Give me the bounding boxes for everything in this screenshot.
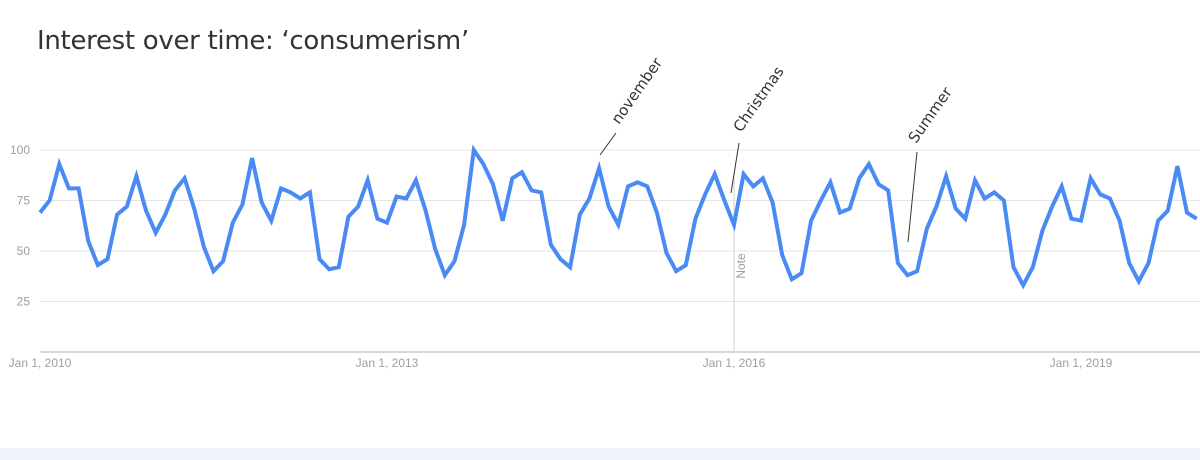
x-tick-label: Jan 1, 2013 <box>356 356 419 370</box>
annotation-label: Summer <box>905 83 957 146</box>
annotation-november: november <box>599 54 667 156</box>
y-tick-label: 100 <box>10 143 30 157</box>
y-tick-label: 75 <box>17 194 31 208</box>
y-tick-label: 25 <box>17 295 31 309</box>
annotation-leader-line <box>730 142 740 194</box>
x-tick-label: Jan 1, 2019 <box>1050 356 1113 370</box>
chart-title: Interest over time: ‘consumerism’ <box>37 26 469 56</box>
footer-band <box>0 448 1200 460</box>
annotation-christmas: Christmas <box>730 63 788 194</box>
gridlines <box>40 149 1200 302</box>
annotation-label: Christmas <box>730 63 788 135</box>
annotation-leader-line <box>907 151 918 243</box>
x-axis-ticks: Jan 1, 2010 Jan 1, 2013 Jan 1, 2016 Jan 1, … <box>9 356 1113 370</box>
y-tick-label: 50 <box>17 244 31 258</box>
annotations: november Christmas Summer <box>599 54 957 243</box>
series-line-consumerism[interactable] <box>38 144 1198 290</box>
x-tick-label: Jan 1, 2016 <box>703 356 766 370</box>
y-axis-ticks: 25 50 75 100 <box>10 143 30 309</box>
note-marker[interactable]: Note <box>733 175 748 352</box>
annotation-leader-line <box>599 132 617 156</box>
note-label[interactable]: Note <box>734 253 748 279</box>
annotation-label: november <box>608 54 667 128</box>
x-tick-label: Jan 1, 2010 <box>9 356 72 370</box>
